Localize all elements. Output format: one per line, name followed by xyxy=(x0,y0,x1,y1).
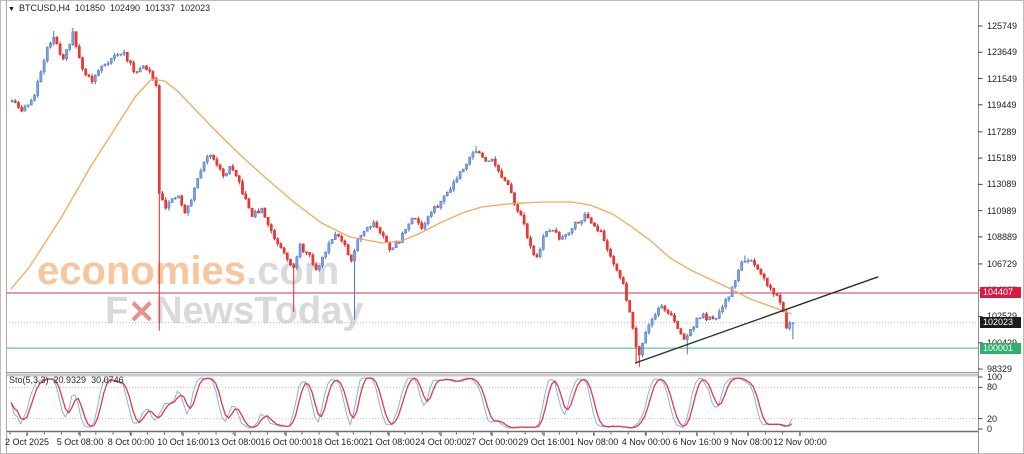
ohlc-high: 102490 xyxy=(110,3,141,13)
collapse-triangle-icon[interactable]: ▼ xyxy=(8,6,15,13)
symbol-timeframe-label: BTCUSD,H4 xyxy=(18,3,70,13)
support-price-badge: 100001 xyxy=(980,342,1021,354)
watermark-tagline: F✕NewsToday xyxy=(105,292,363,330)
ohlc-open: 101850 xyxy=(74,3,105,13)
current-price-badge: 102023 xyxy=(980,317,1021,329)
watermark-brand-name: economies xyxy=(37,249,246,293)
stochastic-name: Sto(5,3,3) xyxy=(9,375,49,385)
resistance-price-badge: 104407 xyxy=(980,287,1021,299)
stochastic-d-value: 30.0746 xyxy=(91,375,124,385)
stochastic-k-value: 20.9329 xyxy=(53,375,87,385)
ohlc-low: 101337 xyxy=(145,3,176,13)
chart-header: ▼ BTCUSD,H4 101850 102490 101337 102023 xyxy=(8,3,210,13)
ohlc-close: 102023 xyxy=(180,3,211,13)
watermark-brand: economies.com xyxy=(37,251,363,291)
watermark-tagline-f: F xyxy=(105,290,129,332)
stochastic-label: Sto(5,3,3) 20.9329 30.0746 xyxy=(9,375,129,385)
watermark-tagline-rest: NewsToday xyxy=(155,290,364,332)
watermark: economies.com F✕NewsToday xyxy=(37,251,363,330)
